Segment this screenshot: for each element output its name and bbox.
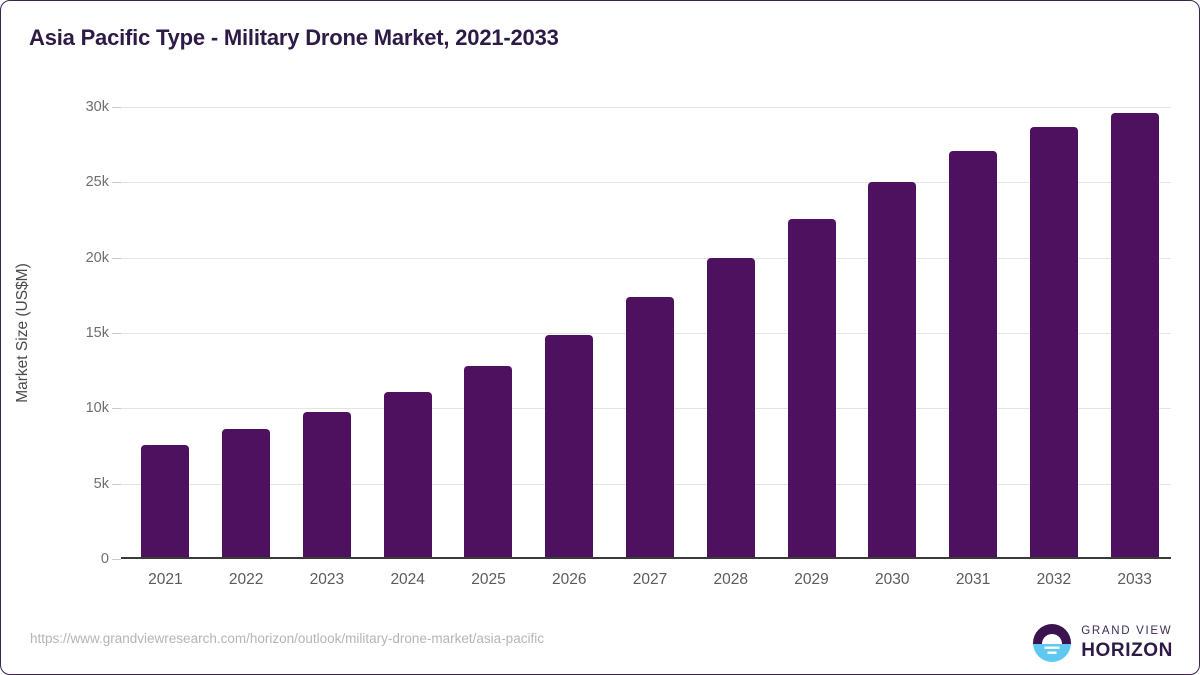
- y-axis-title: Market Size (US$M): [14, 263, 31, 403]
- x-axis-tick-label-2027: 2027: [632, 571, 668, 588]
- y-axis-tick-label: 25k: [85, 174, 122, 191]
- x-axis-tick-label-2033: 2033: [1117, 571, 1152, 588]
- bar-2029[interactable]: [787, 218, 836, 559]
- y-axis-tick-label: 30k: [85, 99, 122, 115]
- bar-2023[interactable]: [302, 412, 351, 559]
- x-axis-tick-label-2030: 2030: [875, 571, 910, 588]
- bar-2030[interactable]: [868, 182, 917, 559]
- x-axis-tick-label-2024: 2024: [390, 571, 425, 588]
- brand-logo: GRAND VIEW HORIZON: [1032, 623, 1173, 663]
- source-url-text: https://www.grandviewresearch.com/horizo…: [30, 631, 544, 646]
- y-axis-tick-label: 15k: [85, 325, 122, 341]
- x-axis-tick-label-2028: 2028: [713, 571, 748, 588]
- x-axis-tick-labels: 2021 2022 2023 2024 2025 2026 2027 2028 2029 2030…: [121, 571, 1171, 597]
- page-title: Asia Pacific Type - Military Drone Marke…: [29, 25, 559, 50]
- bar-2032[interactable]: [1029, 126, 1078, 559]
- x-axis-tick-label-2026: 2026: [551, 571, 587, 588]
- x-axis-tick-label-2023: 2023: [309, 571, 345, 588]
- y-axis-tick-labels: 0 5k 10k 15k 20k 25k 30k: [1, 99, 122, 567]
- x-axis-tick-label-2022: 2022: [228, 571, 264, 588]
- bar-2026[interactable]: [545, 334, 594, 559]
- logo-top-line: GRAND VIEW: [1081, 625, 1173, 638]
- horizon-sun-circle-icon: [1033, 624, 1072, 662]
- logo-wordmark: GRAND VIEW HORIZON: [1081, 626, 1173, 660]
- y-axis-tick-label: 0: [100, 551, 122, 567]
- bar-2022[interactable]: [222, 429, 271, 559]
- gridline: [121, 257, 1171, 259]
- logo-bottom-line: HORIZON: [1081, 639, 1173, 661]
- bar-2028[interactable]: [706, 257, 755, 559]
- bar-2031[interactable]: [949, 150, 998, 559]
- bar-2025[interactable]: [464, 366, 513, 559]
- y-axis-tick-label: 20k: [85, 249, 122, 266]
- gridline: [121, 182, 1171, 184]
- x-axis-tick-label-2031: 2031: [955, 571, 991, 588]
- y-axis-tick-label: 10k: [85, 400, 122, 417]
- bar-2027[interactable]: [626, 296, 674, 559]
- x-axis-tick-label-2021: 2021: [148, 571, 183, 588]
- bar-2024[interactable]: [383, 391, 432, 559]
- x-axis-line: [121, 557, 1171, 559]
- x-axis-tick-label-2025: 2025: [471, 571, 506, 588]
- plot-area: [121, 107, 1171, 559]
- gridline: [121, 107, 1171, 108]
- x-axis-tick-label-2029: 2029: [794, 571, 829, 588]
- bar-2021[interactable]: [141, 444, 190, 559]
- bar-2033[interactable]: [1110, 113, 1159, 559]
- x-axis-tick-label-2032: 2032: [1036, 571, 1072, 588]
- y-axis-tick-label: 5k: [93, 475, 122, 492]
